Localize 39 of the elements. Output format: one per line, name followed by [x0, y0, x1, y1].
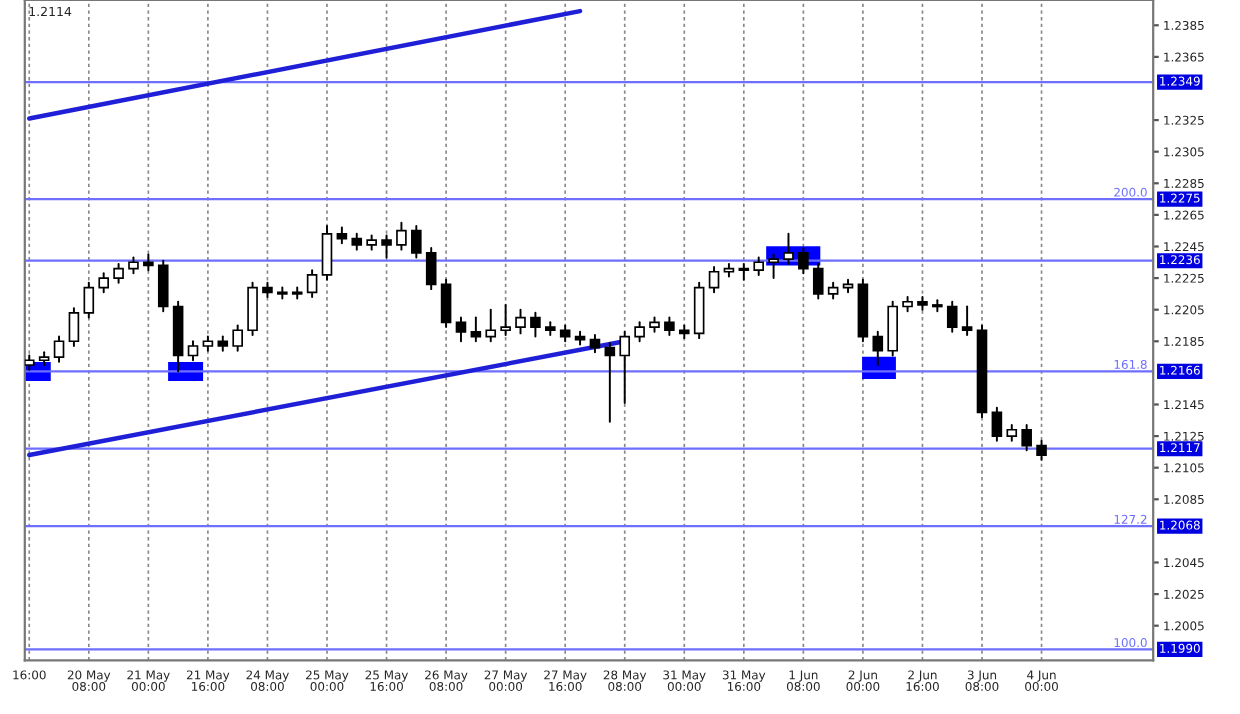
candlestick — [812, 262, 824, 300]
candlestick — [247, 281, 258, 336]
candlestick — [500, 303, 511, 336]
candlestick — [783, 232, 794, 265]
candlestick — [98, 272, 109, 294]
candlestick — [440, 278, 452, 329]
candlestick — [604, 341, 616, 423]
candlestick — [946, 300, 958, 333]
candlestick — [1036, 439, 1047, 461]
candlestick — [1021, 424, 1032, 452]
candlestick — [187, 340, 199, 362]
candlestick — [53, 335, 65, 363]
candlestick — [157, 259, 169, 313]
candlestick — [887, 300, 898, 357]
candlestick — [425, 247, 437, 291]
candlestick — [83, 281, 95, 319]
candlestick — [872, 330, 884, 366]
candlestick — [708, 266, 720, 294]
candlestick — [113, 262, 124, 284]
candlestick — [768, 253, 779, 280]
candlestick — [991, 406, 1003, 442]
candlestick — [381, 234, 392, 259]
candlestick — [470, 316, 482, 343]
candlestick — [306, 269, 318, 299]
candlestick — [515, 308, 526, 335]
candlestick — [798, 247, 809, 275]
candlestick — [455, 316, 467, 343]
candlestick — [530, 311, 541, 338]
candlestick — [619, 330, 631, 404]
candlestick — [232, 324, 243, 352]
candlestick — [634, 321, 645, 343]
candlestick — [693, 281, 705, 340]
candlestick — [738, 262, 750, 281]
candlestick — [321, 224, 333, 281]
candlestick — [411, 224, 422, 259]
candlestick — [485, 308, 497, 343]
candlestick — [68, 307, 80, 347]
candlestick — [961, 305, 973, 336]
candlestick — [396, 221, 407, 251]
